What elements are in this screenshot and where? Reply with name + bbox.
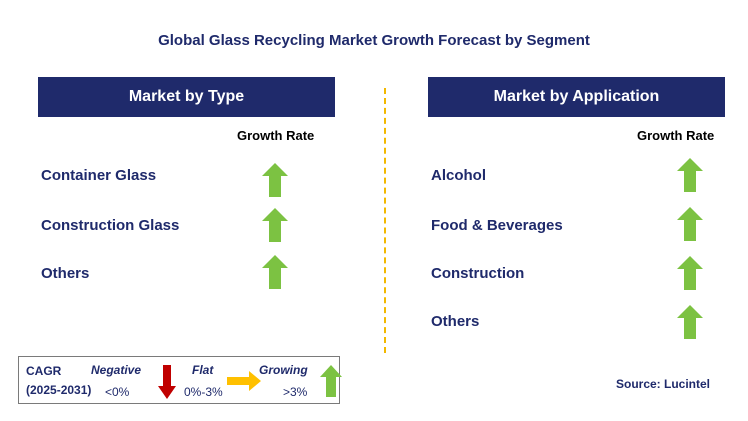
type-row-label: Others: [41, 265, 90, 282]
legend-cagr-label: CAGR: [26, 364, 62, 378]
orange-right-arrow-icon: [227, 371, 261, 391]
green-up-arrow-icon: [677, 305, 703, 339]
green-up-arrow-icon: [320, 365, 342, 397]
page-title: Global Glass Recycling Market Growth For…: [158, 32, 590, 49]
market-by-type-header: Market by Type: [38, 77, 335, 117]
market-by-application-header: Market by Application: [428, 77, 725, 117]
type-row-label: Construction Glass: [41, 217, 180, 234]
legend-negative-label: Negative: [91, 363, 142, 377]
green-up-arrow-icon: [262, 163, 288, 197]
application-growth-rate-header: Growth Rate: [637, 128, 715, 143]
legend-negative-range: <0%: [105, 385, 130, 399]
cagr-legend: CAGR (2025-2031) Negative <0% Flat 0%-3%…: [18, 356, 342, 404]
legend-flat-label: Flat: [192, 363, 214, 377]
green-up-arrow-icon: [262, 255, 288, 289]
green-up-arrow-icon: [262, 208, 288, 242]
type-growth-rate-header: Growth Rate: [237, 128, 315, 143]
application-row-label: Construction: [431, 265, 525, 282]
source-note: Source: Lucintel: [616, 377, 711, 391]
green-up-arrow-icon: [677, 158, 703, 192]
legend-period: (2025-2031): [26, 383, 92, 397]
legend-growing-range: >3%: [283, 385, 308, 399]
legend-flat-range: 0%-3%: [184, 385, 223, 399]
green-up-arrow-icon: [677, 207, 703, 241]
green-up-arrow-icon: [677, 256, 703, 290]
type-row-label: Container Glass: [41, 167, 157, 184]
application-row-label: Food & Beverages: [431, 217, 563, 234]
application-row-label: Others: [431, 313, 480, 330]
legend-growing-label: Growing: [259, 363, 308, 377]
red-down-arrow-icon: [158, 365, 176, 399]
application-row-label: Alcohol: [431, 167, 486, 184]
panel-divider: [384, 88, 386, 353]
